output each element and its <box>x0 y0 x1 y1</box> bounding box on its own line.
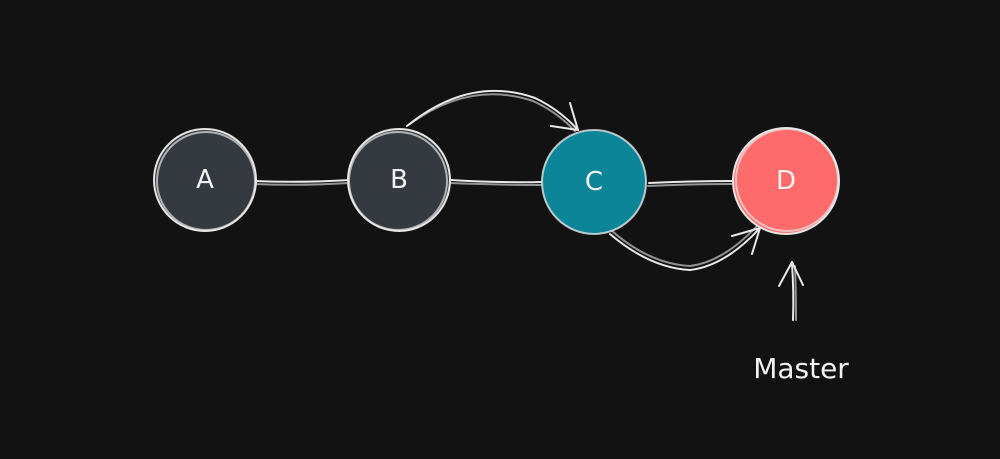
commit-d-outline-sketch <box>735 128 839 232</box>
commit-c-outline <box>541 129 647 235</box>
master-pointer-arrow-head <box>778 261 804 287</box>
master-pointer-arrow-double <box>794 265 797 321</box>
commit-node-d: D <box>732 127 840 235</box>
arrow-c-to-d <box>609 227 761 271</box>
commit-a-circle <box>154 129 256 231</box>
commit-d-circle <box>733 128 839 234</box>
edge-a-b-double <box>253 182 350 186</box>
arrow-b-to-c-double <box>409 93 576 132</box>
commit-a-outline-sketch <box>156 131 256 231</box>
commit-a-label: A <box>196 165 214 195</box>
commit-c-label: C <box>585 167 603 197</box>
arrow-b-to-c-head <box>550 102 579 131</box>
edge-b-c-double <box>449 182 542 186</box>
arrow-c-to-d-double <box>611 225 758 267</box>
master-pointer-arrow <box>791 263 795 321</box>
master-branch-label: Master <box>753 352 849 385</box>
commit-node-c: C <box>541 129 647 235</box>
edge-a-b <box>254 179 351 183</box>
edge-c-d <box>648 180 735 184</box>
commit-b-outline <box>347 128 451 232</box>
commit-b-outline-sketch <box>348 131 448 231</box>
commit-node-a: A <box>153 128 257 232</box>
commit-d-label: D <box>776 166 796 196</box>
edge-b-c <box>450 179 543 184</box>
commit-b-label: B <box>390 165 408 195</box>
commit-a-outline <box>153 128 257 232</box>
arrow-b-to-c <box>406 89 579 131</box>
commit-node-b: B <box>347 128 451 232</box>
commit-d-outline <box>732 127 840 235</box>
edge-c-d-double <box>647 183 734 187</box>
commit-b-circle <box>348 129 450 231</box>
commit-c-circle <box>542 130 646 234</box>
